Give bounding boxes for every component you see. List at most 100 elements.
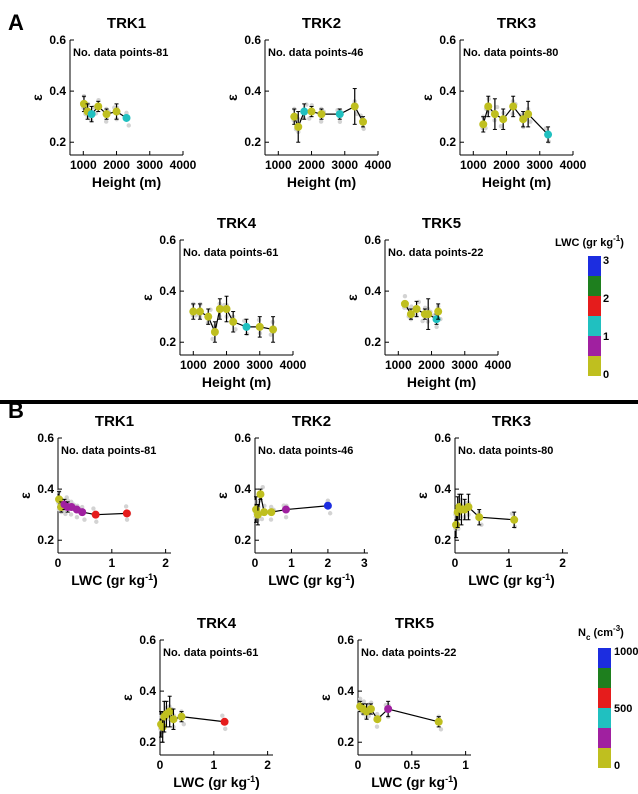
x-tick-label: 4000 [170, 158, 197, 172]
raw-data-point [181, 721, 186, 727]
x-axis-label: Height (m) [202, 374, 271, 390]
data-point [94, 102, 103, 111]
x-tick-label: 1000 [180, 358, 207, 372]
y-axis-label: ε [139, 294, 155, 301]
data-point [317, 110, 326, 119]
raw-data-point [498, 124, 504, 129]
data-point [406, 310, 415, 319]
data-point [524, 110, 533, 119]
colorbar-nc-segment [598, 668, 611, 688]
chart-title: TRK4 [217, 215, 257, 232]
data-point [544, 130, 553, 139]
data-point [189, 307, 198, 316]
y-axis-label: ε [414, 492, 430, 499]
raw-data-point [438, 727, 444, 732]
raw-data-point [260, 485, 265, 490]
y-axis-label: ε [317, 694, 333, 701]
colorbar-lwc-segment [588, 296, 601, 316]
colorbar-nc-tick-0: 0 [614, 760, 620, 772]
colorbar-lwc-segment [588, 256, 601, 276]
y-tick-label: 0.2 [364, 335, 381, 349]
raw-data-point [68, 512, 74, 517]
x-tick-label: 1000 [385, 358, 412, 372]
data-point [434, 717, 443, 726]
y-tick-label: 0.6 [244, 33, 261, 47]
x-tick-label: 2 [264, 758, 271, 772]
chart-panel-4: TRK4 No. data points-61 0.6 0.4 0.2 1000 2000 3… [139, 215, 307, 390]
raw-data-point [124, 517, 130, 522]
x-tick-label: 4000 [485, 358, 512, 372]
data-point [350, 102, 359, 111]
data-count-annotation: No. data points-80 [458, 445, 553, 457]
data-point [256, 490, 265, 499]
chart-panel-10: TRK5 No. data points-22 0.6 0.4 0.20 0.5 1 ε LWC… [317, 615, 471, 790]
y-tick-label: 0.2 [37, 533, 54, 547]
y-tick-label: 0.2 [49, 135, 66, 149]
raw-data-point [318, 119, 324, 124]
data-point [260, 508, 269, 517]
raw-data-point [79, 504, 85, 510]
data-point [300, 107, 309, 116]
colorbar-nc-segment [598, 728, 611, 748]
y-tick-label: 0.4 [37, 482, 54, 496]
data-point [400, 299, 409, 308]
data-point [220, 717, 229, 726]
colorbar-lwc-title: LWC (gr kg-1) [555, 234, 624, 249]
colorbar-lwc-segment [588, 356, 601, 376]
raw-data-point [63, 511, 68, 517]
x-axis-label: LWC (gr kg-1) [268, 572, 355, 588]
colorbar-nc-segment [598, 688, 611, 708]
data-point [55, 495, 64, 504]
y-axis-label: ε [29, 94, 45, 101]
data-point [475, 513, 484, 522]
data-point [204, 312, 213, 321]
colorbar-nc-title: Nc (cm-3) [578, 624, 624, 642]
colorbar-lwc-segment [588, 276, 601, 296]
data-point [169, 715, 178, 724]
data-point [177, 712, 186, 721]
x-tick-label: 2000 [213, 358, 240, 372]
x-tick-label: 0 [452, 556, 459, 570]
x-tick-label: 2 [162, 556, 169, 570]
raw-data-point [409, 304, 414, 309]
x-tick-label: 1 [108, 556, 115, 570]
data-point [412, 305, 421, 313]
raw-data-point [420, 318, 425, 324]
raw-data-point [268, 517, 274, 522]
data-point [359, 117, 368, 126]
x-tick-label: 1 [462, 758, 469, 772]
raw-data-point [374, 724, 380, 729]
data-point [384, 705, 393, 713]
y-tick-label: 0.2 [244, 135, 261, 149]
data-point [484, 102, 493, 111]
x-axis-label: Height (m) [482, 174, 551, 190]
chart-panel-1: TRK1 No. data points-81 0.6 0.4 0.2 1000 2000 3… [29, 15, 197, 190]
raw-data-point [69, 499, 74, 505]
chart-panel-9: TRK4 No. data points-61 0.6 0.4 0.20 1 2 ε LWC (… [119, 615, 273, 790]
raw-data-point [304, 102, 309, 107]
data-point [434, 307, 443, 316]
raw-data-point [233, 327, 238, 332]
data-point [509, 102, 518, 111]
raw-data-point [126, 123, 131, 128]
raw-data-point [434, 324, 439, 330]
y-tick-label: 0.6 [337, 633, 354, 647]
data-point [195, 307, 204, 316]
x-tick-label: 1 [210, 758, 217, 772]
raw-data-point [479, 522, 484, 527]
data-point [229, 317, 238, 326]
x-tick-label: 0 [252, 556, 259, 570]
data-point [323, 501, 332, 510]
colorbar-nc: Nc (cm-3) 1000 500 0 [578, 624, 638, 772]
y-tick-label: 0.6 [439, 33, 456, 47]
data-point [366, 705, 375, 713]
y-tick-label: 0.2 [434, 533, 451, 547]
y-axis-label: ε [344, 294, 360, 301]
colorbar-lwc-segment [588, 316, 601, 336]
x-tick-label: 3 [361, 556, 368, 570]
colorbar-nc-segment [598, 708, 611, 728]
data-count-annotation: No. data points-46 [268, 47, 363, 59]
data-count-annotation: No. data points-22 [388, 247, 483, 259]
y-tick-label: 0.2 [439, 135, 456, 149]
